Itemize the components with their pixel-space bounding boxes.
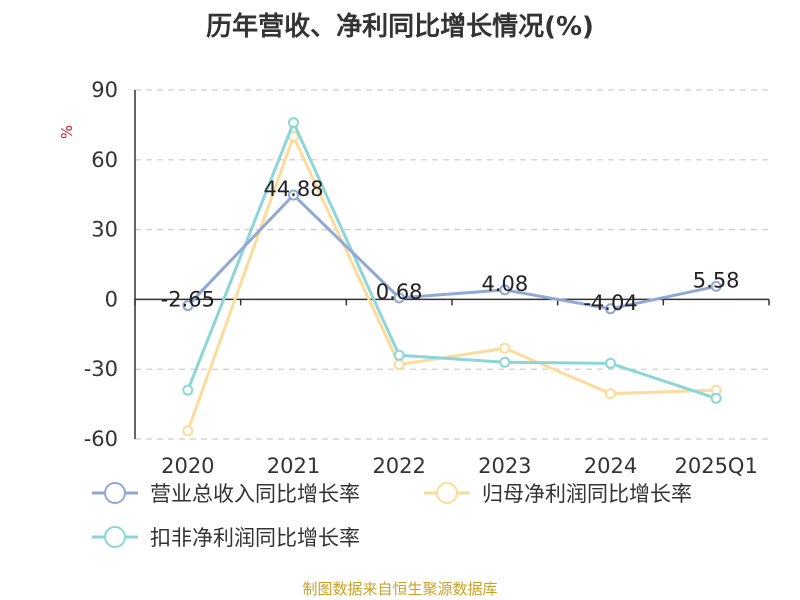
data-point: [710, 280, 722, 292]
x-tick-label: 2025Q1: [674, 454, 757, 478]
data-point: [605, 357, 616, 369]
legend-label: 营业总收入同比增长率: [150, 482, 360, 506]
y-tick-label: 30: [91, 218, 118, 242]
source-note: 制图数据来自恒生聚源数据库: [302, 580, 498, 598]
legend-item-1[interactable]: 归母净利润同比增长率: [424, 482, 692, 506]
legend-marker: [104, 482, 126, 504]
data-point: [393, 292, 405, 304]
axes: 90 60 30 0 -30 -60 2020 2021 2022 2023 2024 2025Q1%: [58, 78, 770, 478]
y-axis-label: %: [58, 125, 76, 139]
data-point: [605, 388, 616, 400]
y-tick-label: 0: [105, 287, 118, 311]
x-tick-label: 2024: [584, 454, 637, 478]
chart-title: 历年营收、净利同比增长情况(%): [206, 12, 594, 42]
data-point: [710, 392, 722, 404]
x-tick-label: 2021: [267, 454, 320, 478]
data-label: 4.08: [481, 272, 528, 296]
data-label: -2.65: [161, 288, 215, 312]
data-point: [182, 384, 194, 396]
series-line-2: [186, 121, 717, 400]
series-line-0: [186, 193, 717, 311]
data-point: [393, 349, 405, 361]
grid-lines: [135, 89, 769, 440]
legend-label: 归母净利润同比增长率: [482, 482, 692, 506]
legend-label: 扣非净利润同比增长率: [150, 526, 360, 550]
x-tick-label: 2022: [372, 454, 425, 478]
data-label: -4.04: [583, 291, 637, 315]
data-point: [499, 342, 511, 354]
data-point: [288, 189, 299, 201]
x-tick-label: 2023: [478, 454, 531, 478]
legend-marker: [104, 526, 126, 548]
x-tick-label: 2020: [161, 454, 214, 478]
data-point: [182, 425, 194, 437]
data-label: 0.68: [376, 280, 423, 304]
y-tick-label: 90: [91, 78, 118, 102]
data-point: [393, 359, 405, 371]
series-line-1: [186, 135, 717, 432]
data-point: [288, 117, 299, 129]
y-tick-label: 60: [91, 148, 118, 172]
legend-marker: [436, 482, 458, 504]
y-tick-label: -60: [84, 427, 118, 451]
data-point: [605, 303, 616, 315]
legend-item-2[interactable]: 扣非净利润同比增长率: [92, 526, 360, 550]
data-point: [182, 300, 194, 312]
series-lines: [182, 117, 722, 437]
data-point: [499, 356, 511, 368]
y-tick-label: -30: [84, 357, 118, 381]
data-label: 5.58: [693, 268, 740, 292]
data-point: [499, 284, 511, 296]
data-labels: -2.65 44.88 0.68 4.08 -4.04 5.58: [161, 177, 740, 315]
data-label: 44.88: [263, 177, 323, 201]
legend-item-0[interactable]: 营业总收入同比增长率: [92, 482, 360, 506]
